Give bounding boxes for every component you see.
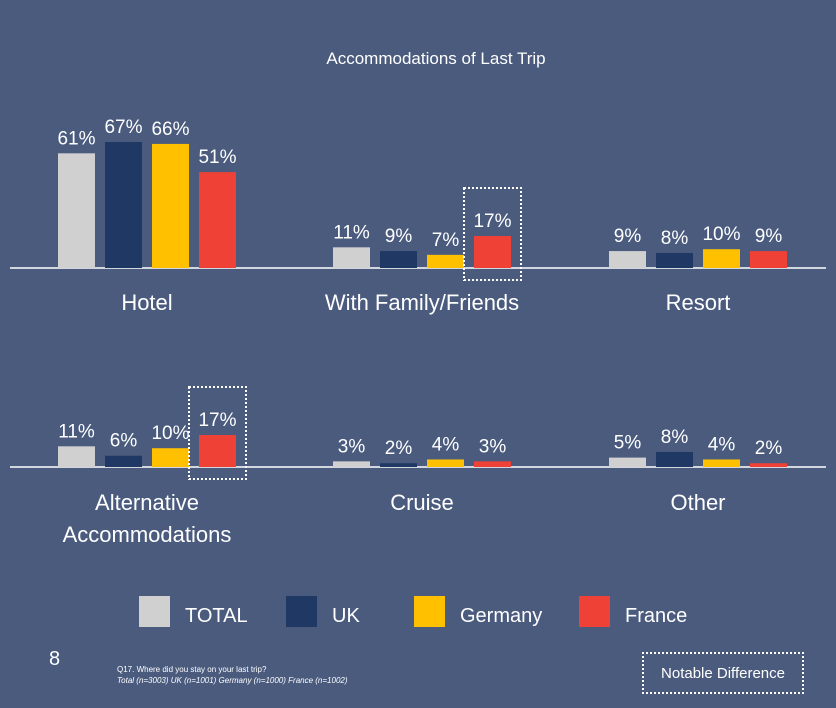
legend-swatch-total [139, 596, 170, 627]
bar-germany [703, 459, 740, 467]
bar-total [333, 247, 370, 268]
bar-uk [105, 455, 142, 467]
bar-total [58, 153, 95, 268]
bar-total [609, 251, 646, 268]
category-label: Cruise [390, 490, 454, 515]
notable-difference-box [463, 187, 522, 281]
bar-france [750, 251, 787, 268]
bar-france [750, 463, 787, 467]
bar-uk [380, 251, 417, 268]
page-number: 8 [49, 648, 61, 670]
data-label: 17% [198, 410, 236, 431]
data-label: 2% [755, 438, 783, 459]
bar-total [333, 461, 370, 467]
notable-difference-key: Notable Difference [642, 652, 804, 694]
bar-germany [152, 448, 189, 467]
bar-uk [105, 142, 142, 268]
category-label: Other [670, 490, 725, 515]
data-label: 9% [385, 226, 413, 247]
legend-label-uk: UK [332, 605, 360, 627]
data-label: 51% [198, 147, 236, 168]
bar-total [609, 457, 646, 467]
data-label: 2% [385, 438, 413, 459]
notable-difference-box [188, 386, 247, 481]
bar-germany [427, 254, 464, 268]
bar-uk [656, 252, 693, 268]
legend-label-total: TOTAL [185, 605, 248, 627]
bar-france [199, 435, 236, 467]
data-label: 8% [661, 228, 689, 249]
data-label: 3% [479, 436, 507, 457]
data-label: 67% [104, 117, 142, 138]
category-label: Alternative [95, 490, 199, 515]
data-label: 11% [333, 222, 370, 243]
bar-uk [656, 451, 693, 467]
footer-notes: Q17. Where did you stay on your last tri… [117, 664, 348, 686]
sample-sizes: Total (n=3003) UK (n=1001) Germany (n=10… [117, 676, 348, 685]
bar-france [474, 236, 511, 268]
data-label: 5% [614, 433, 642, 454]
data-label: 10% [702, 224, 740, 245]
category-label: With Family/Friends [325, 290, 519, 315]
legend-swatch-france [579, 596, 610, 627]
legend-swatch-germany [414, 596, 445, 627]
data-label: 9% [614, 226, 642, 247]
bar-uk [380, 463, 417, 467]
data-label: 17% [473, 211, 511, 232]
category-label: Accommodations [63, 522, 232, 547]
bar-germany [703, 249, 740, 268]
data-label: 66% [151, 119, 189, 140]
data-label: 4% [708, 434, 736, 455]
data-label: 11% [58, 421, 95, 442]
data-label: 9% [755, 226, 783, 247]
data-label: 7% [432, 230, 460, 251]
category-label: Hotel [121, 290, 172, 315]
bar-france [474, 461, 511, 467]
legend-swatch-uk [286, 596, 317, 627]
category-label: Resort [666, 290, 731, 315]
data-label: 3% [338, 436, 366, 457]
data-label: 4% [432, 434, 460, 455]
bar-total [58, 446, 95, 467]
bar-germany [427, 459, 464, 467]
data-label: 6% [110, 431, 138, 452]
question-text: Q17. Where did you stay on your last tri… [117, 665, 267, 674]
data-label: 8% [661, 427, 689, 448]
data-label: 61% [57, 128, 95, 149]
notable-difference-label: Notable Difference [661, 664, 785, 682]
data-label: 10% [151, 423, 189, 444]
bar-france [199, 172, 236, 268]
legend-label-france: France [625, 605, 687, 627]
chart-title: Accommodations of Last Trip [326, 49, 545, 68]
legend-label-germany: Germany [460, 605, 542, 627]
bar-germany [152, 143, 189, 268]
